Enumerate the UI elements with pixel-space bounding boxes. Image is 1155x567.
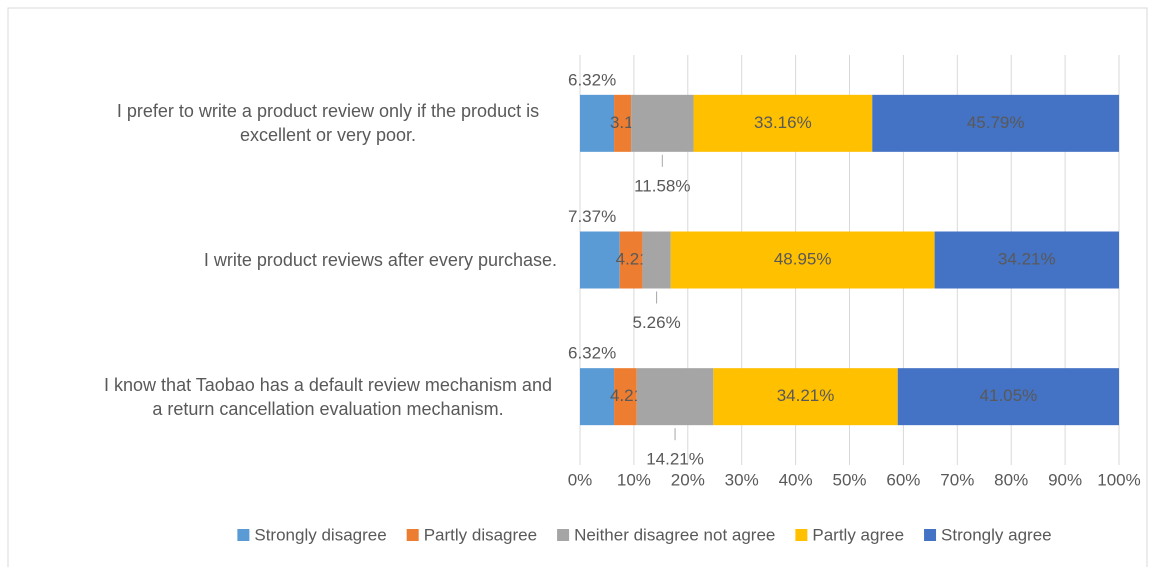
category-label-box: I write product reviews after every purc…	[204, 248, 557, 272]
value-label: 34.21%	[777, 386, 835, 405]
category-label-box: I know that Taobao has a default review …	[99, 373, 557, 421]
legend-swatch	[924, 529, 937, 541]
bar-segment	[693, 94, 873, 152]
value-label: 14.21%	[646, 450, 704, 469]
bar-segment	[580, 94, 615, 152]
bar-segment	[619, 231, 643, 289]
category-label: I write product reviews after every purc…	[203, 250, 557, 270]
bar-segment	[713, 368, 898, 426]
value-label: 11.58%	[634, 176, 690, 195]
legend-swatch	[406, 529, 419, 541]
x-tick-label: 10%	[617, 470, 651, 489]
x-tick-label: 40%	[779, 470, 813, 489]
legend-label: Strongly agree	[941, 525, 1052, 544]
legend-label: Neither disagree not agree	[574, 525, 775, 544]
bar-segment	[631, 94, 694, 152]
value-label: 5.26%	[632, 313, 680, 332]
value-label: 33.16%	[754, 113, 812, 132]
bar-segment	[642, 231, 671, 289]
category-label-box: I prefer to write a product review only …	[99, 99, 557, 147]
category-label: I know that Taobao has a default review …	[104, 374, 552, 419]
bar-segment	[934, 231, 1119, 289]
x-tick-label: 0%	[568, 470, 593, 489]
x-tick-label: 30%	[725, 470, 759, 489]
value-label: 34.21%	[998, 249, 1056, 268]
x-tick-label: 50%	[832, 470, 866, 489]
category-label: I prefer to write a product review only …	[116, 101, 540, 146]
x-tick-label: 90%	[1048, 470, 1082, 489]
bar-segment	[614, 368, 637, 426]
bar-segment	[580, 368, 615, 426]
legend-swatch	[795, 529, 808, 541]
value-label: 7.37%	[568, 207, 616, 226]
value-label: 41.05%	[980, 386, 1038, 405]
x-tick-label: 100%	[1097, 470, 1140, 489]
x-tick-label: 80%	[994, 470, 1028, 489]
legend-label: Partly agree	[812, 525, 904, 544]
legend-swatch	[557, 529, 570, 541]
x-tick-label: 60%	[886, 470, 920, 489]
bar-segment	[897, 368, 1119, 426]
value-label: 48.95%	[774, 249, 832, 268]
legend-label: Strongly disagree	[254, 525, 386, 544]
value-label: 6.32%	[568, 344, 616, 363]
bar-segment	[636, 368, 714, 426]
legend-label: Partly disagree	[424, 525, 537, 544]
x-tick-label: 70%	[940, 470, 974, 489]
chart-frame	[7, 7, 1148, 567]
legend-swatch	[237, 529, 250, 541]
bar-segment	[614, 94, 632, 152]
value-label: 6.32%	[568, 70, 616, 89]
value-label: 45.79%	[967, 113, 1025, 132]
bar-segment	[580, 231, 620, 289]
x-tick-label: 20%	[671, 470, 705, 489]
bar-segment	[670, 231, 935, 289]
bar-segment	[872, 94, 1120, 152]
